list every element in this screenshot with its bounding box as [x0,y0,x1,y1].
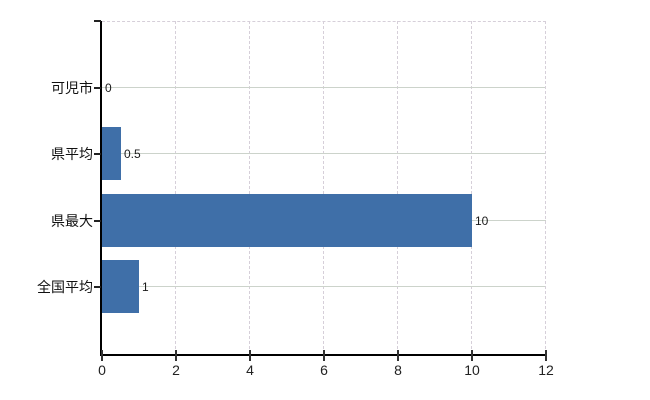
plot-area: 0 0.5 10 1 [100,21,546,356]
v-gridline [471,21,472,354]
x-tick-mark [545,350,547,361]
h-gridline [102,153,546,155]
y-tick-mark [94,153,101,156]
x-tick-mark [397,350,399,361]
x-tick-label: 10 [464,362,480,378]
h-gridline [102,86,546,88]
category-label: 全国平均 [37,279,93,296]
bar-3 [102,260,139,314]
bar-2 [102,193,472,247]
bar-value-label: 0.5 [124,147,141,162]
x-tick-label: 6 [320,362,328,378]
v-gridline [175,21,176,354]
v-gridline [397,21,398,354]
x-tick-mark [175,350,177,361]
category-label: 県平均 [51,146,93,163]
x-tick-mark [249,350,251,361]
v-gridline [249,21,250,354]
x-tick-label: 2 [172,362,180,378]
y-tick-mark [94,219,101,222]
x-tick-label: 12 [538,362,554,378]
category-label: 県最大 [51,212,93,229]
bar-value-label: 1 [142,280,149,295]
x-tick-label: 4 [246,362,254,378]
x-tick-mark [101,350,103,361]
y-tick-mark [94,286,101,289]
x-tick-mark [471,350,473,361]
bar-1 [102,127,121,181]
y-tick-mark [94,86,101,89]
h-gridline [102,286,546,288]
plot-border-right [545,21,546,354]
x-tick-label: 0 [98,362,106,378]
category-label: 可児市 [51,79,93,96]
y-axis-top-tick [94,20,101,22]
bar-value-label: 0 [105,80,112,95]
x-tick-mark [323,350,325,361]
v-gridline [323,21,324,354]
x-tick-label: 8 [394,362,402,378]
plot-border-top [102,21,546,22]
bar-value-label: 10 [475,213,489,228]
